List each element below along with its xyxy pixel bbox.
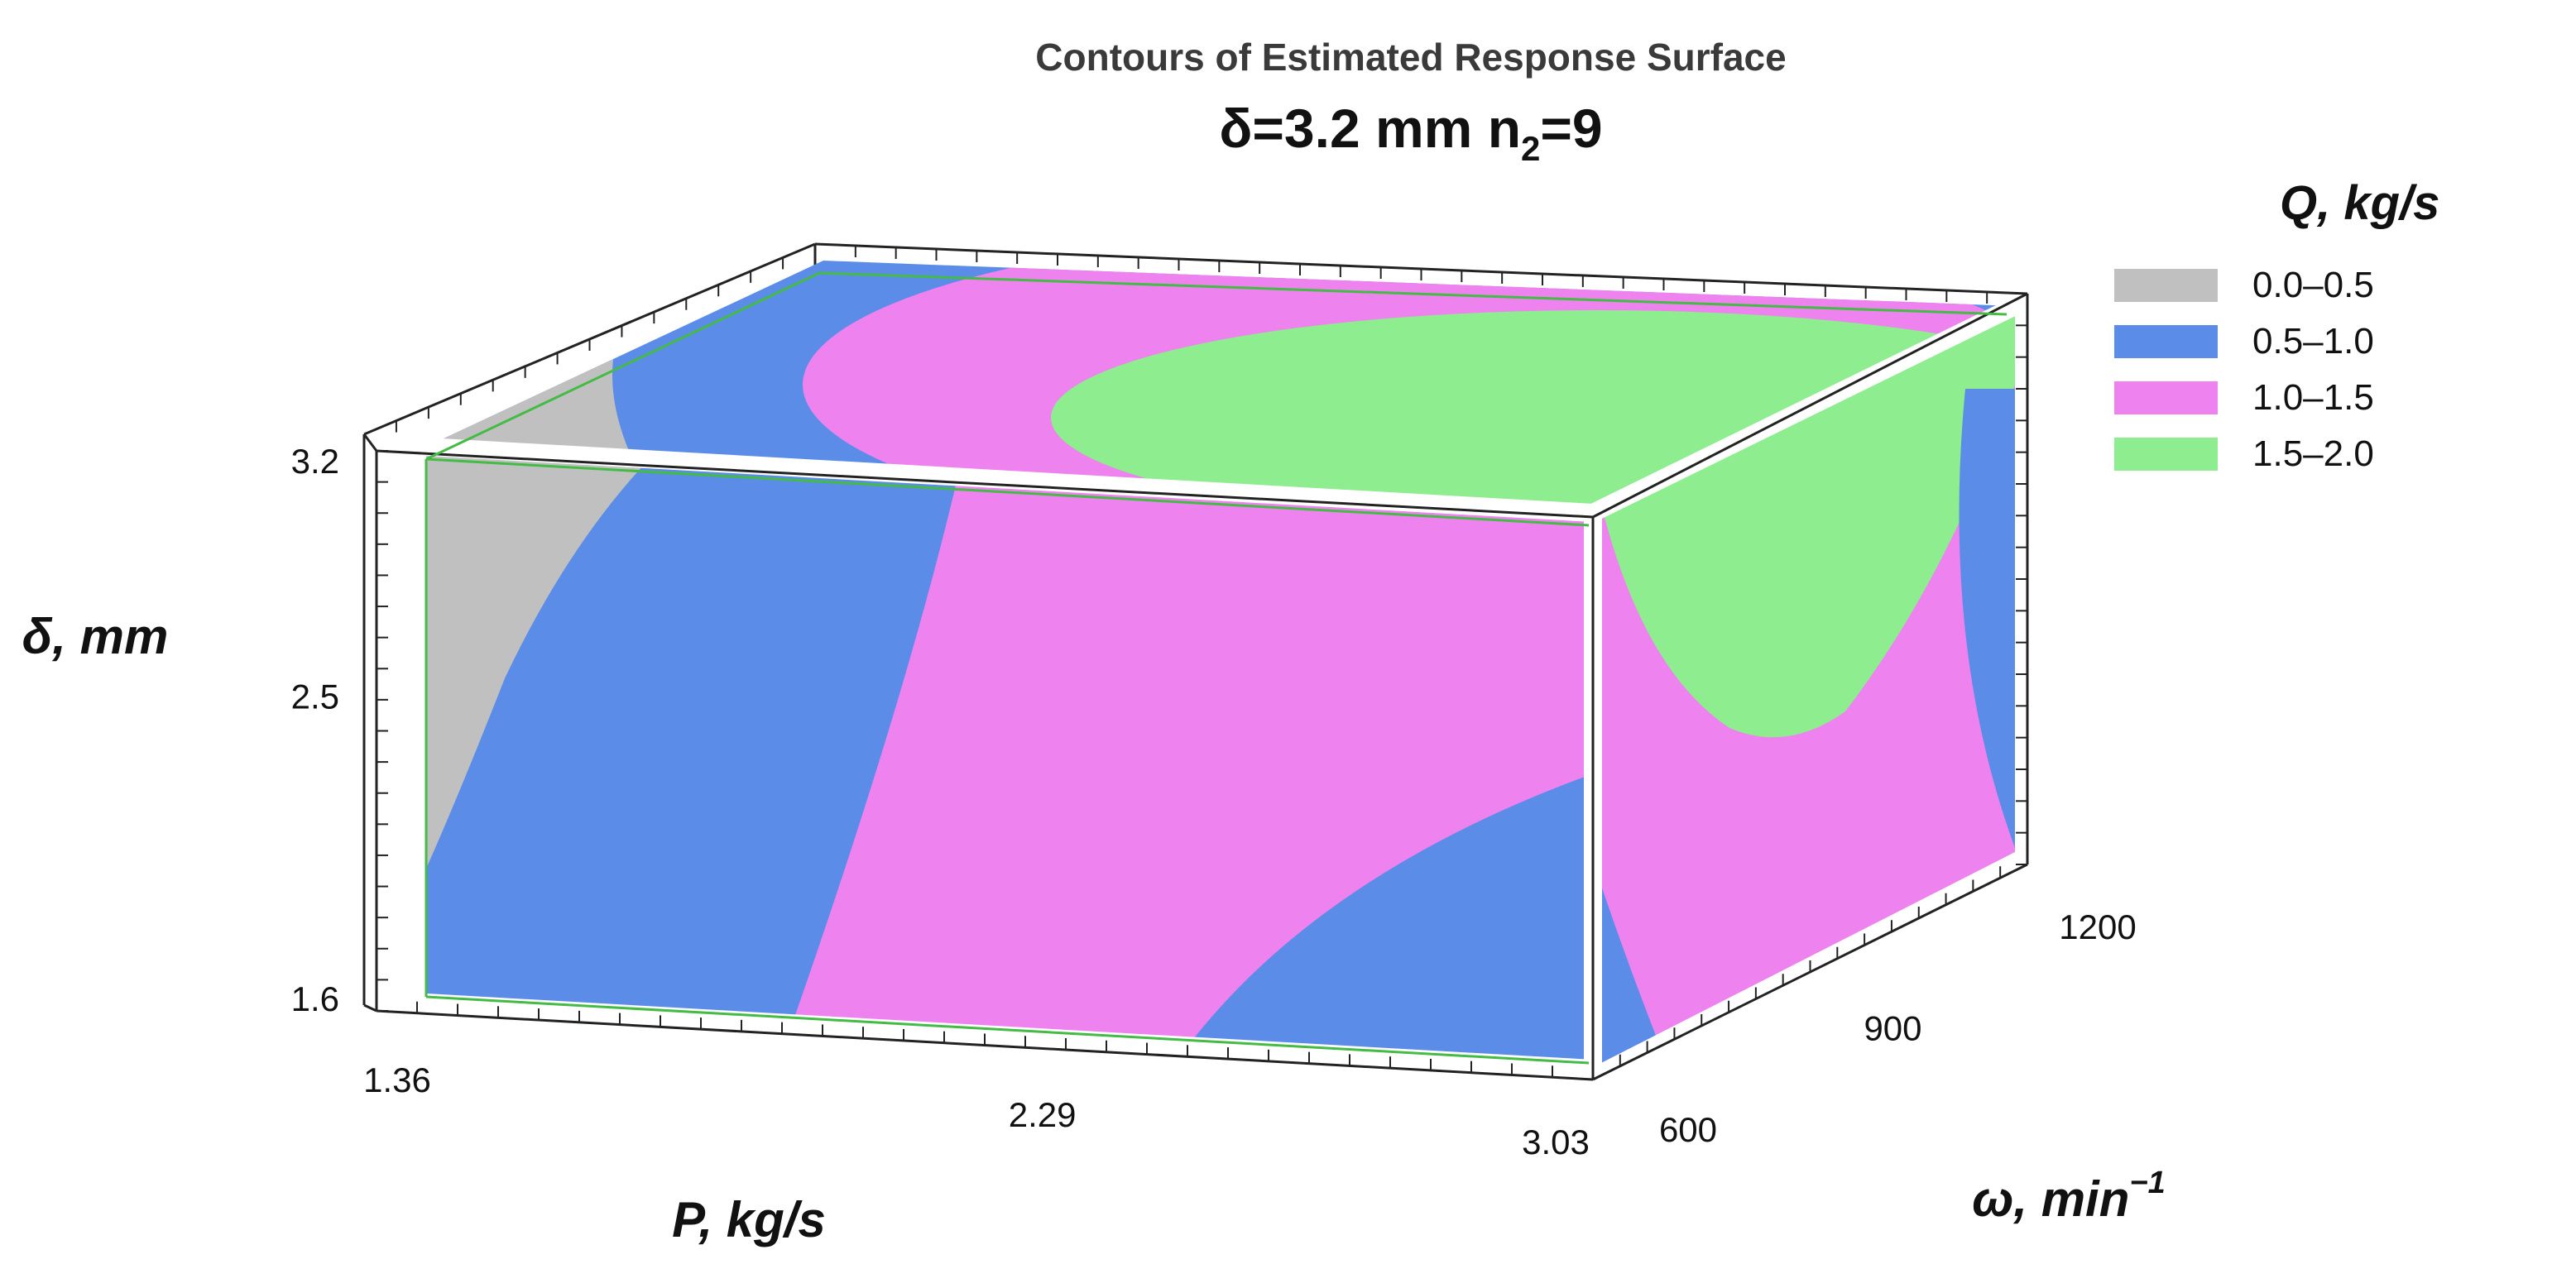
y-axis-label: δ, mm	[22, 609, 169, 664]
y-tick-label: 3.2	[291, 442, 339, 481]
y-tick-label: 1.6	[291, 979, 339, 1018]
legend-swatch	[2114, 438, 2218, 471]
legend-swatch	[2114, 269, 2218, 302]
chart-title: Contours of Estimated Response Surface	[1035, 36, 1786, 79]
legend-label: 1.5–2.0	[2252, 433, 2374, 474]
side-region-blue-right	[1959, 389, 2015, 848]
x-axis-ticks: 1.36 2.29 3.03	[363, 1061, 1590, 1161]
x-tick-label: 2.29	[1009, 1095, 1077, 1134]
subtitle-subscript: 2	[1521, 129, 1540, 168]
legend-label: 1.0–1.5	[2252, 377, 2374, 418]
green-frame-edges	[425, 271, 2008, 1065]
z-tick-label: 1200	[2059, 907, 2136, 946]
z-tick-label: 900	[1864, 1009, 1921, 1048]
z-tick-label: 600	[1659, 1110, 1717, 1149]
y-axis-ticks: 1.6 2.5 3.2	[291, 442, 339, 1018]
subtitle-suffix: =9	[1540, 98, 1602, 159]
side-region-blue-lower	[1593, 835, 1672, 1067]
z-axis-label-sup: −1	[2129, 1166, 2165, 1200]
x-tick-label: 3.03	[1522, 1123, 1590, 1161]
chart-subtitle: δ=3.2 mm n2=9	[1219, 98, 1602, 168]
legend: 0.0–0.5 0.5–1.0 1.0–1.5 1.5–2.0	[2114, 265, 2374, 474]
front-face	[426, 447, 1593, 1067]
legend-swatch	[2114, 381, 2218, 414]
z-axis-label-base: ω, min	[1972, 1171, 2129, 1227]
z-axis-label: ω, min−1	[1972, 1166, 2165, 1227]
subtitle-prefix: δ=3.2 mm n	[1219, 98, 1521, 159]
x-axis-label: P, kg/s	[672, 1192, 826, 1247]
y-tick-label: 2.5	[291, 677, 339, 716]
legend-title: Q, kg/s	[2280, 176, 2439, 230]
z-axis-ticks: 600 900 1200	[1659, 907, 2137, 1149]
frame-ticks	[363, 244, 2028, 1080]
x-tick-label: 1.36	[363, 1061, 431, 1099]
front-region-gray	[426, 447, 679, 869]
front-region-magenta	[794, 447, 1593, 1046]
legend-swatch	[2114, 325, 2218, 358]
legend-label: 0.0–0.5	[2252, 265, 2374, 305]
bottom-gap	[425, 993, 1594, 1075]
legend-label: 0.5–1.0	[2252, 321, 2374, 361]
